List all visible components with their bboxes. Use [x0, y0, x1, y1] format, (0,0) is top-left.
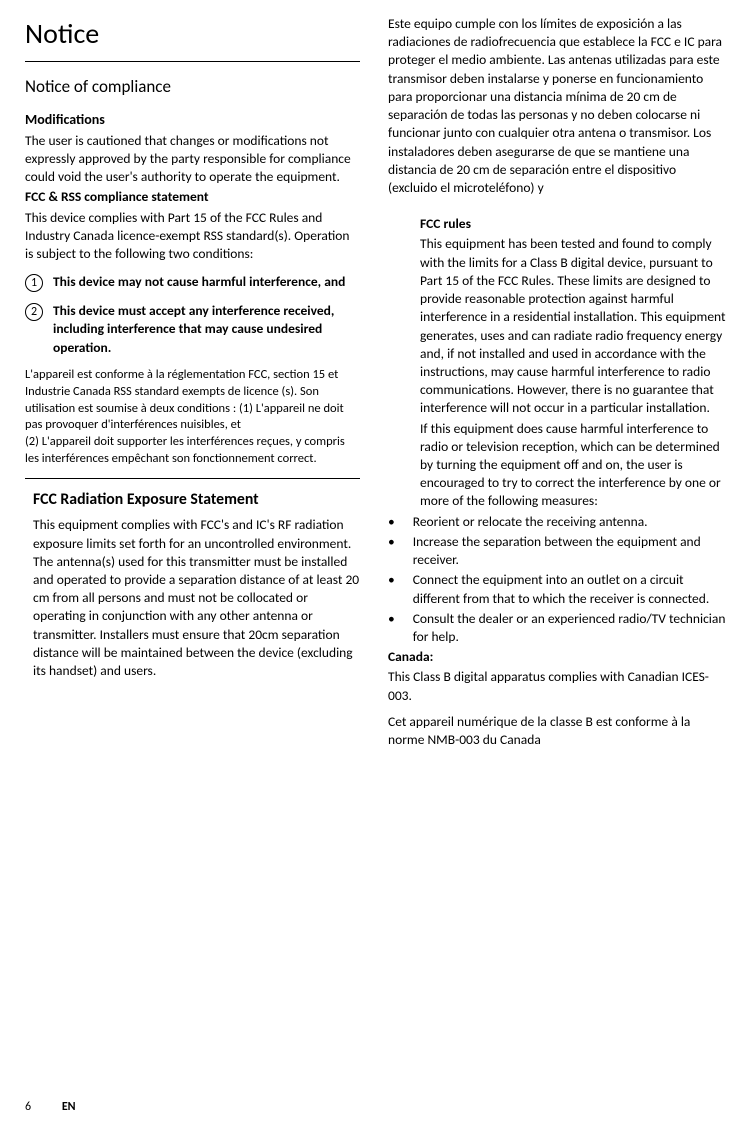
right-column: Este equipo cumple con los límites de ex… [388, 15, 726, 751]
condition-2: 2 This device must accept any interferen… [25, 302, 360, 357]
fcc-rules-heading: FCC rules [420, 215, 726, 233]
radiation-block: FCC Radiation Exposure Statement This eq… [25, 489, 360, 680]
measure-2-text: Increase the separation between the equi… [413, 533, 726, 569]
conditions-list: 1 This device may not cause harmful inte… [25, 273, 360, 357]
spanish-statement: Este equipo cumple con los límites de ex… [388, 15, 726, 197]
compliance-subtitle: Notice of compliance [25, 76, 360, 99]
modifications-heading: Modifications [25, 111, 360, 130]
canada-body: This Class B digital apparatus complies … [388, 668, 726, 704]
page-title: Notice [25, 15, 360, 53]
measure-2: • Increase the separation between the equ… [388, 533, 726, 569]
bullet-dot: • [388, 571, 395, 607]
section-divider [25, 478, 360, 479]
page-footer: 6 EN [25, 1099, 76, 1115]
condition-1: 1 This device may not cause harmful inte… [25, 273, 360, 292]
fcc-rss-heading: FCC & RSS compliance statement [25, 188, 360, 206]
fcc-rss-body: This device complies with Part 15 of the… [25, 209, 360, 264]
measures-list: • Reorient or relocate the receiving ante… [388, 513, 726, 647]
condition-1-number: 1 [25, 274, 43, 292]
radiation-heading: FCC Radiation Exposure Statement [33, 489, 360, 510]
radiation-body: This equipment complies with FCC's and I… [33, 516, 360, 680]
canada-heading: Canada: [388, 648, 726, 666]
page-number: 6 [25, 1100, 31, 1114]
measure-3: • Connect the equipment into an outlet on… [388, 571, 726, 607]
language-code: EN [62, 1100, 76, 1114]
french-statement: L'appareil est conforme à la réglementat… [25, 367, 360, 468]
canada-french: Cet appareil numérique de la classe B es… [388, 713, 726, 749]
condition-1-text: This device may not cause harmful interf… [53, 273, 360, 292]
condition-2-text: This device must accept any interference… [53, 302, 360, 357]
modifications-body: The user is cautioned that changes or mo… [25, 132, 360, 187]
measure-1: • Reorient or relocate the receiving ante… [388, 513, 726, 531]
page-columns: Notice Notice of compliance Modification… [25, 15, 726, 751]
measure-4: • Consult the dealer or an experienced ra… [388, 610, 726, 646]
bullet-dot: • [388, 610, 395, 646]
measure-3-text: Connect the equipment into an outlet on … [413, 571, 726, 607]
left-column: Notice Notice of compliance Modification… [25, 15, 360, 751]
title-divider [25, 61, 360, 62]
bullet-dot: • [388, 533, 395, 569]
measure-1-text: Reorient or relocate the receiving anten… [413, 513, 726, 531]
fcc-rules-body-2: If this equipment does cause harmful int… [420, 420, 726, 511]
bullet-dot: • [388, 513, 395, 531]
fcc-rules-block: FCC rules This equipment has been tested… [388, 215, 726, 511]
measure-4-text: Consult the dealer or an experienced rad… [413, 610, 726, 646]
condition-2-number: 2 [25, 303, 43, 321]
fcc-rules-body-1: This equipment has been tested and found… [420, 235, 726, 417]
